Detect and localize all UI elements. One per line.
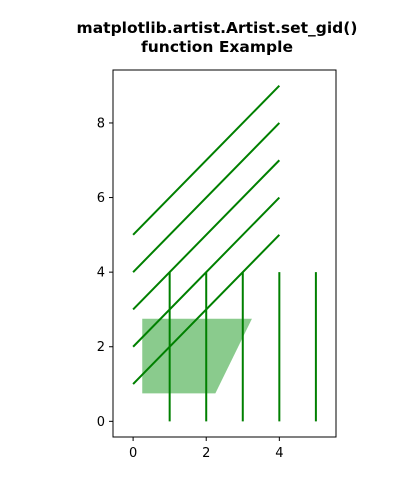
x-tick-label: 4: [275, 446, 283, 461]
x-tick-label: 2: [202, 446, 210, 461]
chart-title: matplotlib.artist.Artist.set_gid() functi…: [77, 19, 358, 56]
x-tick-label: 0: [129, 446, 137, 461]
y-tick-label: 2: [97, 340, 105, 355]
axes-frame: [112, 69, 337, 438]
plot-area: [132, 84, 317, 422]
y-tick-label: 6: [97, 191, 105, 206]
y-tick-label: 4: [97, 266, 105, 281]
y-tick-label: 8: [97, 116, 105, 131]
series-line-4: [132, 122, 281, 273]
chart-title-line: function Example: [141, 38, 293, 56]
x-axis: 0 2 4: [129, 437, 283, 461]
series-line-5: [132, 84, 281, 236]
y-axis: 0 2 4 6 8: [97, 116, 113, 430]
y-tick-label: 0: [97, 415, 105, 430]
series-line-3: [132, 159, 281, 311]
chart-title-line: matplotlib.artist.Artist.set_gid(): [77, 19, 358, 37]
filled-polygon: [142, 318, 252, 394]
